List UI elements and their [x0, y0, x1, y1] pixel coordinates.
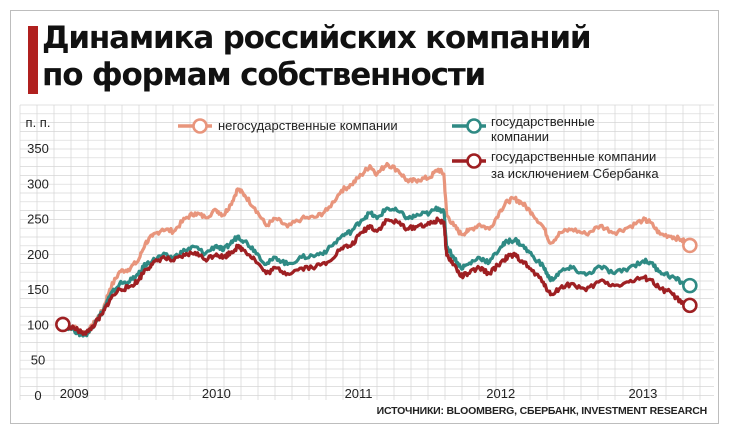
y-tick-label: 350	[27, 141, 49, 156]
legend: негосударственные компании государственны…	[178, 114, 659, 181]
x-tick-label: 2011	[345, 386, 373, 401]
legend-swatch-marker	[466, 153, 482, 169]
series-lines	[55, 161, 698, 338]
series-start-marker	[55, 316, 71, 333]
y-tick-label: 150	[27, 282, 49, 297]
legend-item: государственные компании за исключением С…	[452, 149, 659, 181]
legend-item: негосударственные компании	[178, 118, 398, 134]
legend-label: государственные компании	[491, 114, 595, 144]
legend-item: государственные компании	[452, 114, 595, 144]
y-axis-label: п. п.	[26, 115, 51, 130]
series-line	[62, 216, 691, 336]
legend-label: негосударственные компании	[218, 118, 398, 133]
x-tick-label: 2012	[486, 386, 515, 401]
y-tick-label: 100	[27, 317, 49, 332]
x-axis-ticks: 2009 2010 2011 2012 2013	[60, 386, 658, 401]
legend-swatch-marker	[192, 118, 208, 134]
y-tick-label: 300	[27, 176, 49, 191]
y-tick-label: 50	[31, 353, 45, 368]
y-tick-label: 250	[27, 212, 49, 227]
y-axis-ticks: 0 50 100 150 200 250 300 350	[27, 141, 49, 403]
series-end-marker	[682, 277, 698, 294]
chart-title: Динамика российских компаний по формам с…	[42, 20, 592, 93]
series-end-marker	[682, 297, 698, 314]
x-tick-label: 2013	[628, 386, 657, 401]
series-end-marker	[682, 237, 698, 254]
legend-swatch-marker	[466, 118, 482, 134]
source-note: ИСТОЧНИКИ: BLOOMBERG, СБЕРБАНК, INVESTME…	[376, 405, 708, 417]
x-tick-label: 2009	[60, 386, 89, 401]
legend-label: государственные компании за исключением С…	[491, 149, 659, 181]
y-tick-label: 0	[34, 388, 41, 403]
chart-frame	[10, 10, 719, 424]
y-tick-label: 200	[27, 247, 49, 262]
grid-lines	[19, 104, 714, 400]
title-accent-bar	[28, 26, 38, 94]
x-tick-label: 2010	[202, 386, 231, 401]
series-line	[62, 161, 692, 336]
